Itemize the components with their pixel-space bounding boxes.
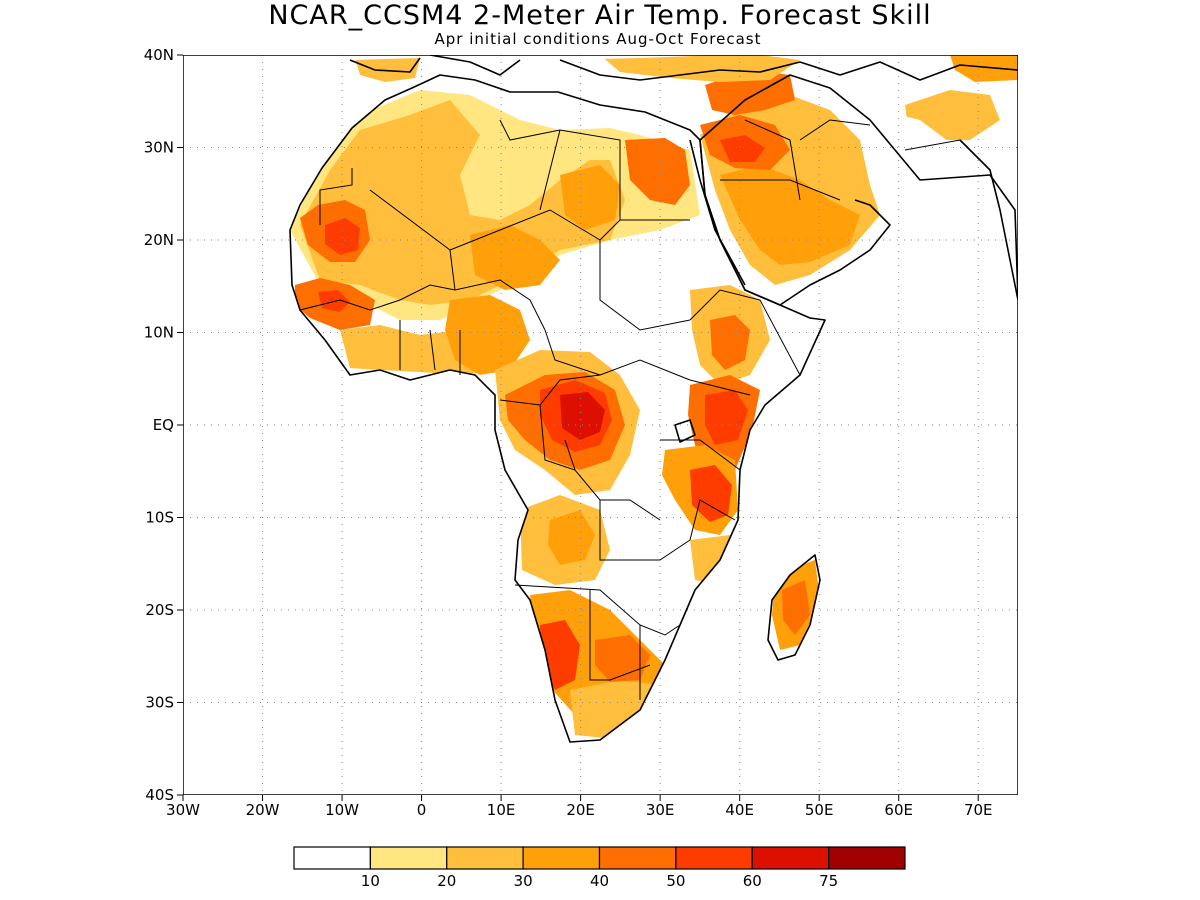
map-plot-area [183,55,1018,795]
skill-patch-mali [470,225,560,290]
arabia-coastline [699,74,1018,306]
lat-tick-label: 40S [145,786,174,804]
colorbar-swatch [751,846,830,870]
lat-tick-label: 10S [145,509,174,527]
colorbar: 10 20 30 40 50 60 75 [293,846,906,890]
lon-tick-label: 10W [325,801,359,819]
skill-patch-iraq-core [720,135,765,162]
borders-west-africa [299,279,546,375]
lat-tick-label: EQ [153,416,174,434]
skill-shading [290,55,1018,738]
lat-axis: 40N 30N 20N 10N EQ 10S 20S 30S 40S [144,46,183,804]
colorbar-label: 75 [819,872,838,890]
colorbar-swatch [675,846,753,870]
lon-tick-label: 10E [487,801,516,819]
borders-east-africa [660,289,801,541]
africa-coastline [289,74,826,743]
country-borders [299,119,991,700]
colorbar-label: 60 [743,872,762,890]
colorbar-swatch [522,846,601,870]
map-gridlines [183,55,1018,795]
map-title: NCAR_CCSM4 2-Meter Air Temp. Forecast Sk… [268,0,931,31]
colorbar-label: 40 [590,872,609,890]
skill-patch-nigeria [445,295,530,375]
colorbar-swatch [293,846,371,870]
lat-tick-label: 30N [144,139,174,157]
lon-tick-label: 20E [566,801,595,819]
lat-tick-label: 40N [144,46,174,64]
skill-patch-ne-corner [950,55,1018,82]
colorbar-label: 30 [514,872,533,890]
lon-tick-label: 70E [964,801,993,819]
lon-tick-label: 40E [725,801,754,819]
skill-patch-turkey [600,55,800,82]
lat-tick-label: 20N [144,231,174,249]
lat-tick-label: 20S [145,601,174,619]
madagascar-coastline [767,554,821,661]
colorbar-label: 10 [361,872,380,890]
skill-patch-egypt [625,138,690,205]
colorbar-label: 20 [437,872,456,890]
colorbar-label: 50 [666,872,685,890]
lon-tick-label: 0 [417,801,427,819]
lon-axis: 30W 20W 10W 0 10E 20E 30E 40E 50E 60E 70E [166,795,993,819]
borders-middle-east [720,119,991,201]
skill-patch-tanzania-core [690,465,732,522]
skill-patch-kenya-core [705,390,748,445]
coastlines [289,55,1018,743]
borders-north-africa [319,119,691,331]
lon-tick-label: 50E [805,801,834,819]
skill-patch-madagascar-core [782,580,810,635]
skill-patch-libya [560,165,620,230]
lon-tick-label: 30W [166,801,200,819]
skill-patch-congo-core [560,392,605,440]
red-sea-coast [689,139,746,286]
lat-tick-label: 30S [145,694,174,712]
colorbar-swatch [598,846,677,870]
skill-patch-arabia-2 [720,165,860,265]
lon-tick-label: 30E [646,801,675,819]
skill-patch-angola-2 [548,510,595,565]
lat-tick-label: 10N [144,324,174,342]
map-subtitle: Apr initial conditions Aug-Oct Forecast [435,30,762,48]
colorbar-swatch [828,846,906,870]
lake-victoria [674,419,696,443]
colorbar-swatch [369,846,448,870]
europe-coastline [349,55,1018,81]
lon-tick-label: 60E [884,801,913,819]
borders-southern-africa [514,584,681,700]
skill-patch-wsahara-core [325,218,360,255]
borders-central-africa [499,329,691,561]
lon-tick-label: 20W [246,801,280,819]
colorbar-swatch [446,846,524,870]
